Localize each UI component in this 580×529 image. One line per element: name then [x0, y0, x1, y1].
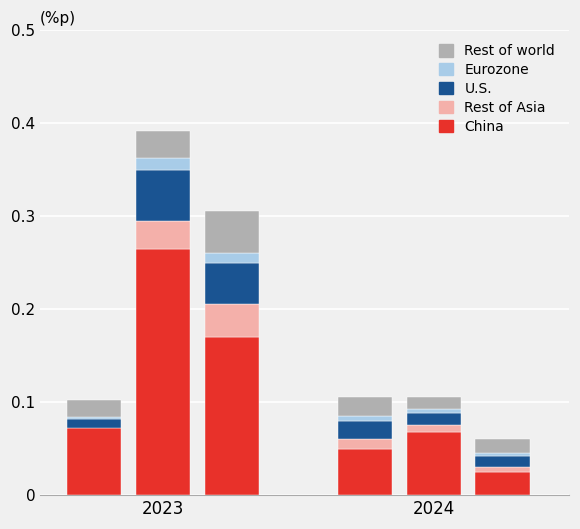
Bar: [136, 170, 190, 221]
Bar: [476, 472, 530, 495]
Bar: [338, 449, 392, 495]
Bar: [205, 337, 259, 495]
Bar: [136, 221, 190, 249]
Bar: [476, 467, 530, 472]
Bar: [205, 253, 259, 262]
Bar: [205, 262, 259, 305]
Bar: [338, 416, 392, 421]
Bar: [205, 212, 259, 253]
Bar: [476, 439, 530, 453]
Bar: [136, 131, 190, 159]
Legend: Rest of world, Eurozone, U.S., Rest of Asia, China: Rest of world, Eurozone, U.S., Rest of A…: [432, 37, 562, 141]
Bar: [67, 419, 121, 428]
Bar: [338, 397, 392, 416]
Bar: [476, 453, 530, 456]
Bar: [407, 413, 461, 425]
Bar: [205, 305, 259, 337]
Bar: [136, 249, 190, 495]
Bar: [407, 409, 461, 413]
Bar: [67, 428, 121, 495]
Bar: [476, 456, 530, 467]
Bar: [338, 439, 392, 449]
Bar: [67, 417, 121, 419]
Bar: [338, 421, 392, 439]
Bar: [67, 400, 121, 417]
Bar: [407, 432, 461, 495]
Text: (%p): (%p): [40, 11, 77, 25]
Bar: [136, 159, 190, 170]
Bar: [407, 425, 461, 432]
Bar: [407, 397, 461, 409]
